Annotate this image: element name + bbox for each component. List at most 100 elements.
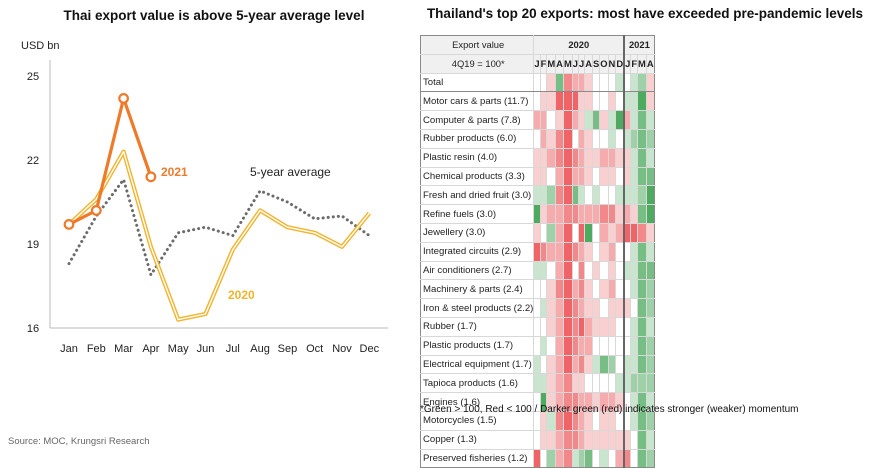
heatmap-cell — [630, 298, 639, 318]
heatmap-header-year-row: Export value 2020 2021 — [419, 35, 655, 55]
heatmap-cell — [539, 147, 548, 168]
heatmap-cell — [637, 279, 647, 300]
heatmap-cell — [599, 204, 609, 224]
heatmap-cell — [623, 279, 632, 300]
heatmap-cell — [645, 222, 655, 243]
heatmap-cell — [645, 279, 655, 300]
heatmap-cell — [555, 128, 564, 149]
heatmap-cell — [533, 128, 541, 149]
heatmap-row: Tapioca products (1.6) — [419, 373, 655, 394]
heatmap-cell — [546, 260, 557, 281]
heatmap-row: Motorcycles (1.5) — [419, 410, 655, 431]
heatmap-cell — [546, 128, 557, 149]
heatmap-cell — [546, 241, 557, 262]
heatmap-cell — [623, 72, 632, 93]
heatmap-row-label: Machinery & parts (2.4) — [419, 279, 535, 300]
heatmap-cell — [623, 448, 632, 468]
heatmap-cell — [630, 222, 639, 243]
heatmap-cell — [637, 147, 647, 168]
heatmap-cell — [630, 316, 639, 337]
heatmap-cell — [615, 241, 625, 262]
heatmap-cell — [584, 147, 593, 168]
heatmap-cell — [539, 110, 548, 130]
heatmap-cell — [584, 72, 593, 93]
heatmap-cell — [555, 241, 564, 262]
x-tick-label: Aug — [250, 343, 270, 355]
heatmap-cell — [615, 354, 625, 375]
heatmap-cell — [615, 260, 625, 281]
heatmap-cell — [562, 185, 573, 206]
heatmap-cell — [591, 298, 601, 318]
heatmap-cell — [571, 185, 579, 206]
x-tick-label: Sep — [278, 343, 298, 355]
x-tick-label: Jan — [60, 343, 78, 355]
heatmap-cell — [539, 354, 548, 375]
heatmap-cell — [584, 222, 593, 243]
heatmap-cell — [555, 110, 564, 130]
heatmap-row-label: Rubber products (6.0) — [419, 128, 535, 149]
heatmap-cell — [630, 110, 639, 130]
heatmap-cell — [546, 222, 557, 243]
heatmap-row-label: Plastic resin (4.0) — [419, 147, 535, 168]
heatmap-cell — [562, 316, 573, 337]
heatmap-cell — [562, 128, 573, 149]
heatmap-cell — [607, 91, 617, 112]
heatmap-cell — [571, 128, 579, 149]
heatmap-cell — [637, 448, 647, 468]
heatmap-cell — [607, 354, 617, 375]
heatmap-cell — [555, 147, 564, 168]
heatmap-title: Thailand's top 20 exports: most have exc… — [426, 6, 864, 21]
heatmap-cell — [591, 335, 601, 356]
heatmap-cell — [607, 72, 617, 93]
heatmap-cell — [584, 204, 593, 224]
heatmap-cell — [533, 185, 541, 206]
heatmap-cell — [591, 110, 601, 130]
x-tick-label: May — [168, 343, 189, 355]
heatmap-cell — [607, 204, 617, 224]
heatmap-cell — [546, 298, 557, 318]
heatmap-cell — [591, 185, 601, 206]
heatmap-cell — [615, 335, 625, 356]
heatmap-cell — [607, 185, 617, 206]
heatmap-cell — [591, 373, 601, 394]
heatmap-cell — [645, 72, 655, 93]
heatmap-row: Machinery & parts (2.4) — [419, 279, 655, 300]
heatmap-cell — [584, 260, 593, 281]
heatmap-cell — [615, 128, 625, 149]
heatmap-cell — [607, 279, 617, 300]
heatmap-cell — [607, 298, 617, 318]
heatmap-row-label: Copper (1.3) — [419, 429, 535, 450]
heatmap-cell — [591, 279, 601, 300]
series-layer — [63, 92, 371, 322]
heatmap-cell — [607, 260, 617, 281]
heatmap-cell — [645, 128, 655, 149]
heatmap-cell — [539, 128, 548, 149]
heatmap-cell — [599, 298, 609, 318]
heatmap-cell — [584, 429, 593, 450]
heatmap-row: Plastic resin (4.0) — [419, 147, 655, 168]
heatmap-cell — [623, 241, 632, 262]
series-label-2021: 2021 — [161, 165, 188, 179]
heatmap-row: Motor cars & parts (11.7) — [419, 91, 655, 112]
x-tick-label: Dec — [360, 343, 380, 355]
heatmap-cell — [599, 241, 609, 262]
heatmap-cell — [637, 110, 647, 130]
heatmap-cell — [623, 335, 632, 356]
heatmap-cell — [599, 448, 609, 468]
heatmap-cell — [615, 166, 625, 187]
heatmap-cell — [599, 354, 609, 375]
heatmap-cell — [546, 354, 557, 375]
heatmap-cell — [539, 222, 548, 243]
heatmap-cell — [546, 72, 557, 93]
heatmap-cell — [584, 316, 593, 337]
heatmap-cell — [623, 166, 632, 187]
heatmap-row: Refine fuels (3.0) — [419, 204, 655, 224]
heatmap-cell — [591, 260, 601, 281]
heatmap-cell — [599, 335, 609, 356]
heatmap-cell — [546, 204, 557, 224]
heatmap-cell — [577, 222, 586, 243]
heatmap-cell — [562, 373, 573, 394]
heatmap-cell — [637, 222, 647, 243]
heatmap-cell — [607, 429, 617, 450]
heatmap-row-label: Electrical equipment (1.7) — [419, 354, 535, 375]
